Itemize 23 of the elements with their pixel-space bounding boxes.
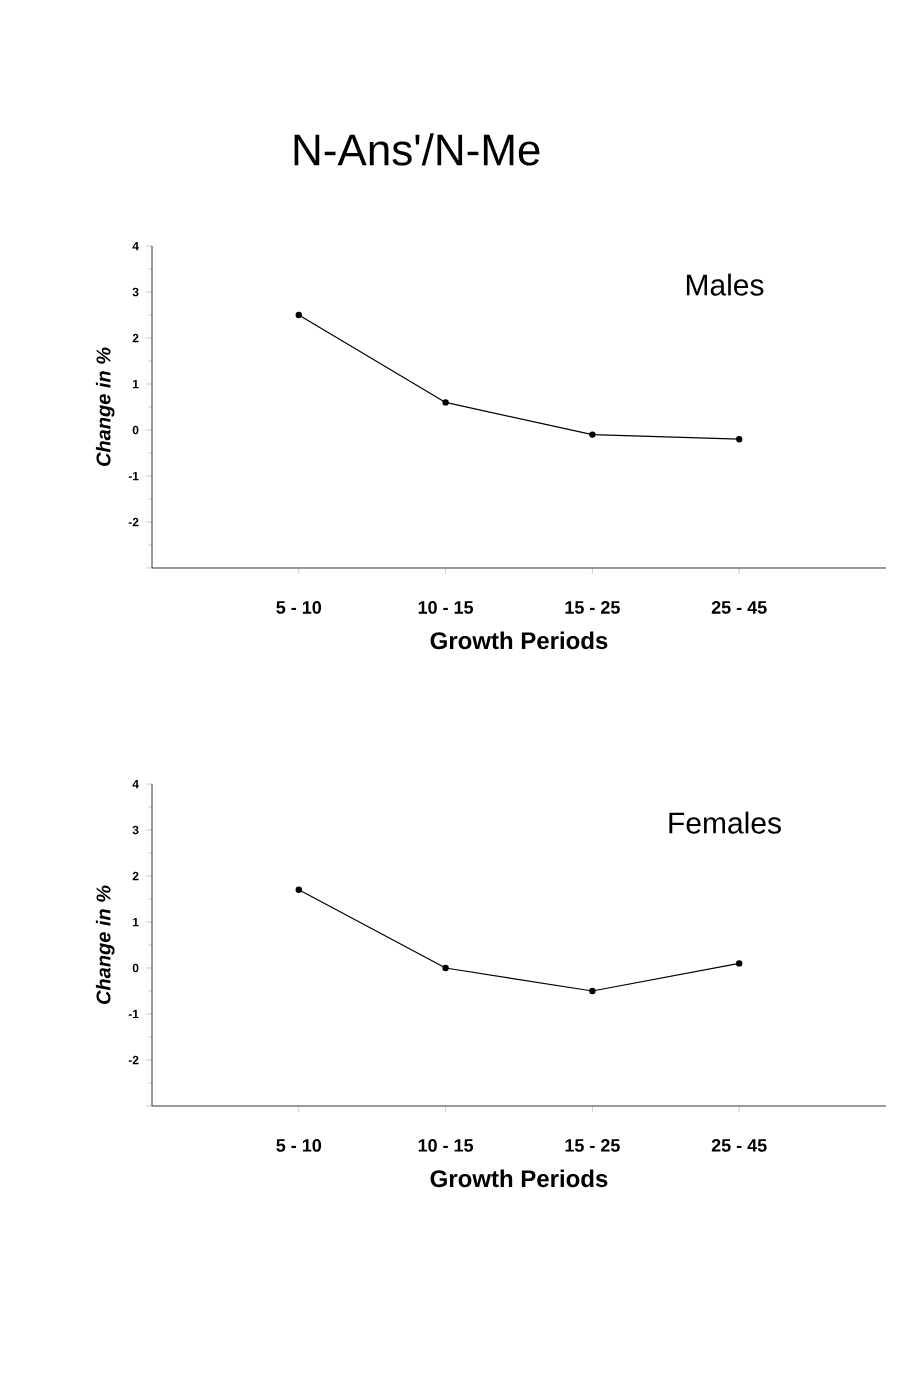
y-axis-title: Change in %	[95, 885, 115, 1005]
x-tick-label: 15 - 25	[565, 601, 620, 614]
x-tick-label: 15 - 25	[565, 1139, 620, 1152]
point	[589, 431, 596, 438]
chart-title: N-Ans'/N-Me	[294, 133, 540, 166]
point	[589, 987, 596, 995]
x-tick-label: 25 - 45	[711, 601, 767, 614]
annotation: Males	[686, 273, 764, 296]
point	[735, 960, 743, 967]
annotation: Females	[669, 811, 781, 834]
point	[442, 399, 449, 406]
point	[295, 311, 302, 319]
point	[295, 886, 302, 893]
x-tick-label: 25 - 45	[711, 1139, 767, 1152]
y-axis-title: Change in %	[95, 347, 115, 467]
x-tick-label: 10 - 15	[418, 601, 474, 614]
x-tick-label: 10 - 15	[418, 1139, 474, 1152]
x-tick-label: 5 - 10	[276, 601, 322, 614]
x-axis-title: Growth Periods	[430, 631, 608, 650]
x-axis-title: Growth Periods	[430, 1169, 608, 1188]
x-tick-label: 5 - 10	[276, 1139, 322, 1152]
point	[735, 436, 743, 443]
point	[442, 964, 449, 972]
